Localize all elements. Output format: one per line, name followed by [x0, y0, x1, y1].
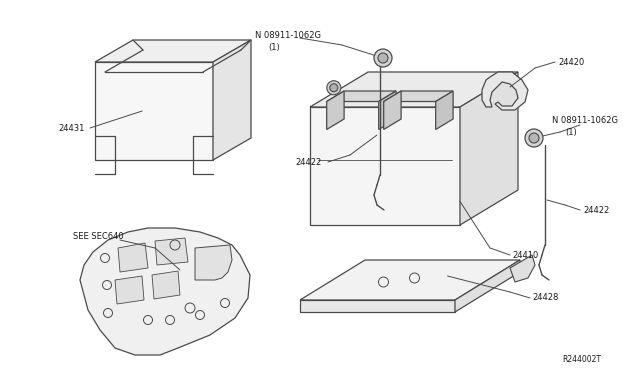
Polygon shape — [213, 40, 251, 160]
Text: (1): (1) — [268, 42, 280, 51]
Text: SEE SEC640: SEE SEC640 — [73, 231, 124, 241]
Circle shape — [330, 84, 338, 92]
Polygon shape — [300, 260, 520, 300]
Circle shape — [378, 53, 388, 63]
Text: 24428: 24428 — [532, 294, 558, 302]
Polygon shape — [300, 300, 455, 312]
Polygon shape — [326, 91, 344, 129]
Text: 24422: 24422 — [295, 157, 321, 167]
Polygon shape — [326, 91, 396, 102]
Polygon shape — [95, 62, 213, 160]
Polygon shape — [510, 255, 535, 282]
Polygon shape — [155, 238, 188, 265]
Polygon shape — [95, 40, 251, 62]
Text: N 08911-1062G: N 08911-1062G — [255, 31, 321, 39]
Polygon shape — [115, 276, 144, 304]
Polygon shape — [482, 72, 528, 110]
Polygon shape — [310, 107, 460, 225]
Text: 24431: 24431 — [58, 124, 84, 132]
Circle shape — [327, 81, 340, 95]
Text: 24410: 24410 — [512, 250, 538, 260]
Polygon shape — [80, 228, 250, 355]
Polygon shape — [460, 72, 518, 225]
Polygon shape — [379, 91, 396, 129]
Text: (1): (1) — [565, 128, 577, 137]
Text: 24422: 24422 — [583, 205, 609, 215]
Polygon shape — [384, 91, 453, 102]
Circle shape — [374, 49, 392, 67]
Polygon shape — [436, 91, 453, 129]
Text: N 08911-1062G: N 08911-1062G — [552, 115, 618, 125]
Polygon shape — [384, 91, 401, 129]
Text: 24420: 24420 — [558, 58, 584, 67]
Polygon shape — [195, 245, 232, 280]
Circle shape — [529, 133, 539, 143]
Polygon shape — [310, 72, 518, 107]
Polygon shape — [455, 260, 520, 312]
Circle shape — [525, 129, 543, 147]
Polygon shape — [152, 271, 180, 299]
Text: R244002T: R244002T — [562, 356, 601, 365]
Polygon shape — [118, 243, 148, 272]
